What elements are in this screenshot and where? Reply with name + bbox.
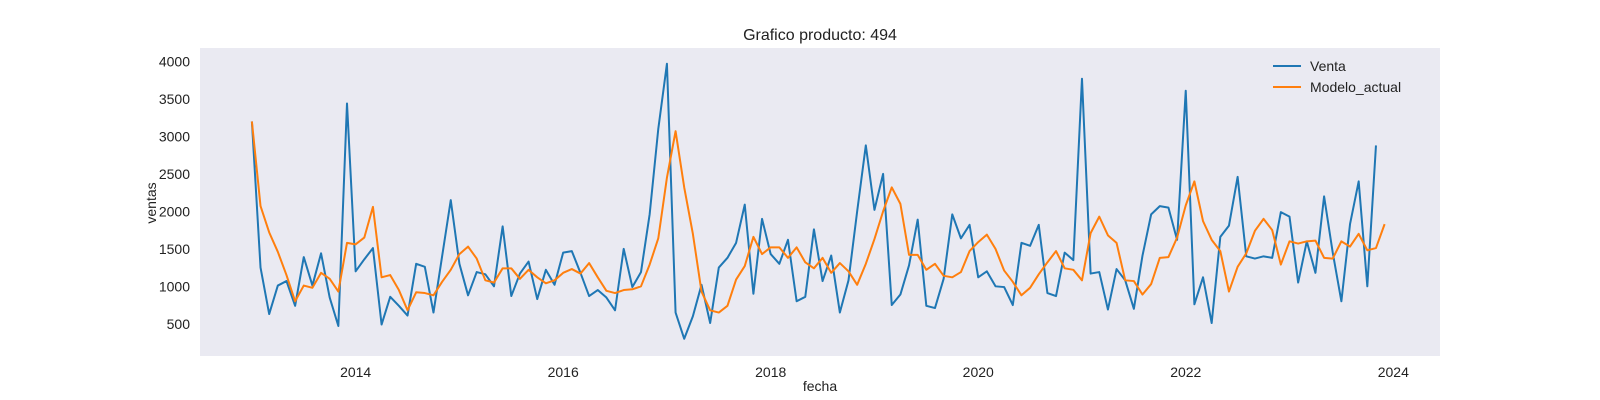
chart-title: Grafico producto: 494: [743, 27, 897, 44]
x-axis-label: fecha: [803, 378, 837, 394]
y-tick-label: 3000: [159, 128, 190, 144]
x-tick-labels: 2014 2016 2018 2020 2022 2024: [340, 364, 1409, 380]
y-tick-label: 1000: [159, 278, 190, 294]
x-tick-label: 2022: [1170, 364, 1201, 380]
y-axis-label: ventas: [143, 182, 159, 223]
series-line-venta: [250, 62, 1377, 340]
x-tick-label: 2024: [1378, 364, 1409, 380]
legend-label: Venta: [1310, 58, 1346, 74]
x-tick-label: 2014: [340, 364, 371, 380]
y-tick-labels: 500 1000 1500 2000 2500 3000 3500 4000: [159, 53, 190, 331]
series-line-modelo-actual: [250, 121, 1386, 314]
y-tick-label: 4000: [159, 53, 190, 69]
legend-label: Modelo_actual: [1310, 79, 1401, 95]
x-tick-label: 2018: [755, 364, 786, 380]
legend: Venta Modelo_actual: [1273, 58, 1401, 95]
x-tick-label: 2016: [548, 364, 579, 380]
y-tick-label: 500: [167, 316, 191, 332]
y-tick-label: 2000: [159, 203, 190, 219]
series-layer: [250, 62, 1386, 340]
x-tick-label: 2020: [963, 364, 994, 380]
y-tick-label: 1500: [159, 241, 190, 257]
y-tick-label: 2500: [159, 166, 190, 182]
y-tick-label: 3500: [159, 91, 190, 107]
